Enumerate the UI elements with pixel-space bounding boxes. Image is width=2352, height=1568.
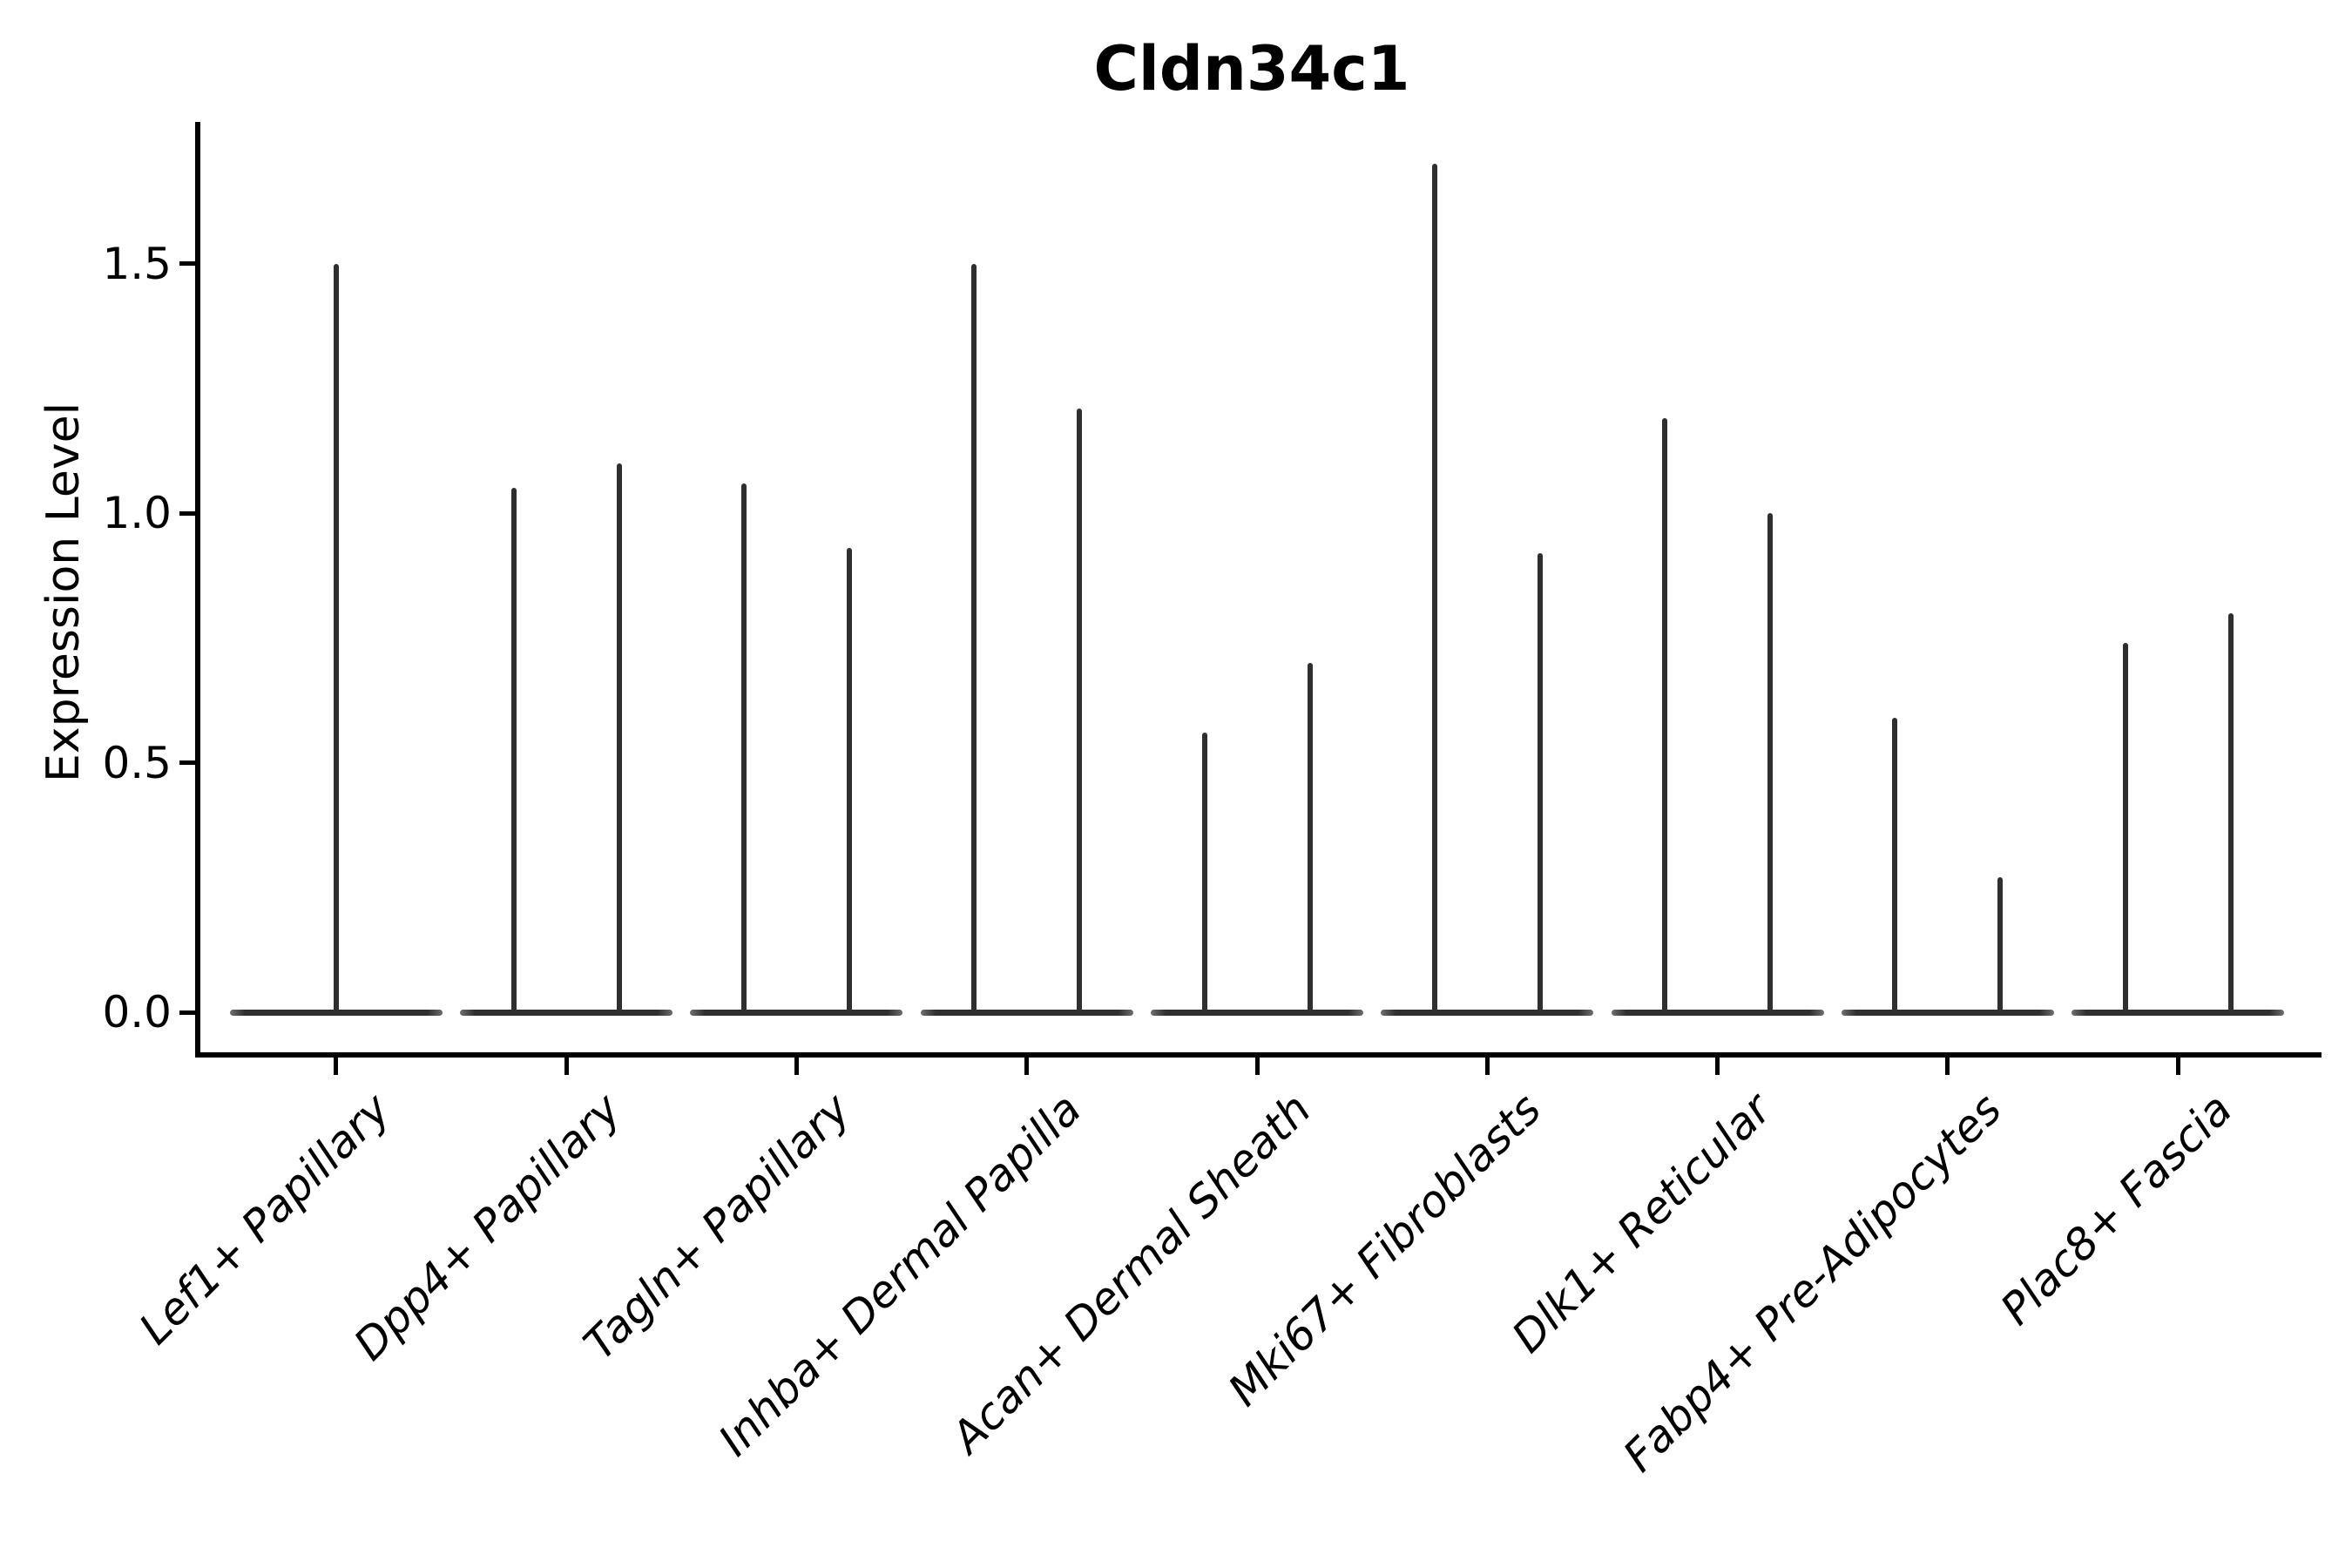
x-tick-mark: [334, 1058, 339, 1075]
x-tick-label: Dlk1+ Reticular: [1503, 1084, 1781, 1362]
violin-spike: [616, 463, 622, 1016]
x-tick-mark: [564, 1058, 569, 1075]
x-tick-mark: [1024, 1058, 1030, 1075]
violin-spike: [1537, 552, 1543, 1016]
y-tick-label: 0.5: [102, 737, 172, 788]
violin-spike: [1201, 733, 1207, 1016]
violin-spike: [1892, 717, 1898, 1016]
y-tick-label: 1.0: [102, 488, 172, 538]
y-tick-mark: [179, 760, 195, 765]
x-tick-mark: [1254, 1058, 1260, 1075]
violin-spike: [510, 488, 517, 1016]
y-axis-line: [195, 122, 200, 1058]
y-tick-label: 1.5: [102, 238, 172, 289]
x-tick-label: Plac8+ Fascia: [1990, 1084, 2242, 1335]
x-tick-label: Lef1+ Papillary: [129, 1084, 400, 1355]
chart-title: Cldn34c1: [1093, 33, 1410, 105]
violin-spike: [333, 263, 339, 1016]
violin-baseline: [1611, 1009, 1824, 1016]
violin-baseline: [2072, 1009, 2285, 1016]
violin-baseline: [690, 1009, 903, 1016]
violin-spike: [1431, 163, 1437, 1016]
x-tick-label: Fabp4+ Pre-Adipocytes: [1613, 1084, 2012, 1482]
violin-spike: [846, 548, 852, 1016]
violin-spike: [1997, 877, 2004, 1016]
x-tick-mark: [2175, 1058, 2180, 1075]
x-tick-mark: [1945, 1058, 1950, 1075]
violin-spike: [1662, 418, 1668, 1016]
y-tick-mark: [179, 1010, 195, 1015]
violin-spike: [971, 263, 977, 1016]
violin-spike: [2227, 612, 2234, 1016]
x-tick-mark: [1484, 1058, 1490, 1075]
y-axis-label: Expression Level: [37, 402, 90, 783]
y-tick-label: 0.0: [102, 987, 172, 1037]
violin-spike: [1077, 408, 1083, 1016]
violin-baseline: [1381, 1009, 1594, 1016]
x-tick-mark: [1715, 1058, 1720, 1075]
violin-spike: [1307, 662, 1313, 1016]
violin-spike: [740, 483, 747, 1016]
violin-baseline: [1151, 1009, 1363, 1016]
x-axis-line: [195, 1052, 2322, 1058]
violin-baseline: [920, 1009, 1133, 1016]
violin-spike: [1767, 513, 1774, 1016]
violin-spike: [2122, 642, 2128, 1016]
x-tick-mark: [794, 1058, 799, 1075]
y-tick-mark: [179, 510, 195, 516]
y-tick-mark: [179, 261, 195, 266]
violin-baseline: [460, 1009, 673, 1016]
violin-baseline: [1841, 1009, 2054, 1016]
